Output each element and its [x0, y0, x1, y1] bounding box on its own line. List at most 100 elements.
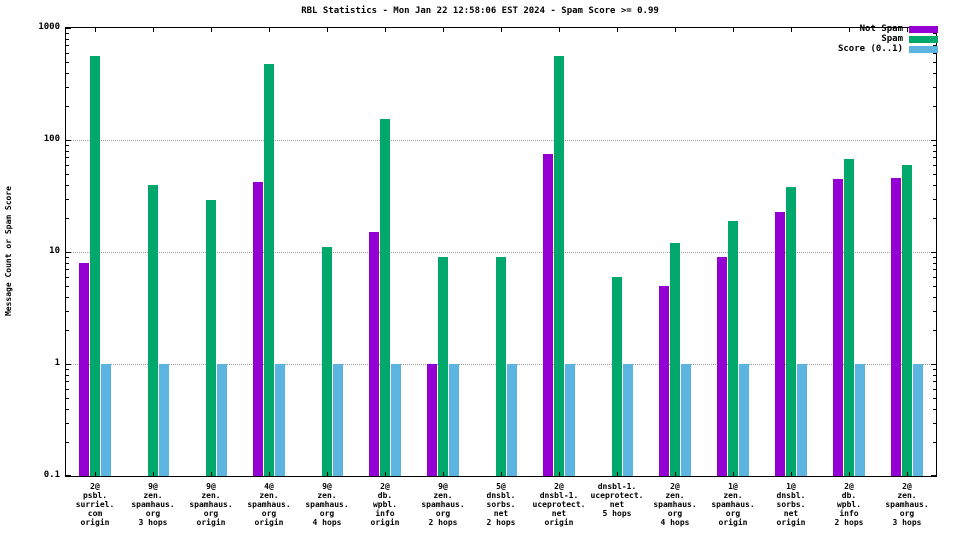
gridline	[66, 252, 936, 253]
y-minor-tick	[66, 173, 69, 175]
bar-score-0-1-	[217, 364, 227, 476]
x-category-label-line: origin	[196, 518, 226, 527]
y-minor-tick	[933, 157, 936, 159]
y-minor-tick	[66, 38, 69, 40]
x-category-label-line: zen.	[723, 491, 743, 500]
y-minor-tick	[933, 257, 936, 259]
y-minor-tick	[933, 397, 936, 399]
x-category-label: 9@ zen. spamhaus. org origin	[182, 482, 240, 527]
y-minor-tick	[66, 296, 69, 298]
legend-label: Score (0..1)	[837, 44, 903, 54]
y-minor-tick	[66, 388, 69, 390]
x-tick-mirror	[617, 28, 618, 32]
x-category-label-line: spamhaus.	[421, 500, 465, 509]
y-minor-tick	[66, 269, 69, 271]
x-tick	[675, 472, 676, 476]
y-minor-tick	[66, 381, 69, 383]
x-category-label-line: spamhaus.	[711, 500, 755, 509]
x-category-label: 2@ dnsbl-1. uceprotect. net origin	[530, 482, 588, 527]
y-minor-tick	[66, 374, 69, 376]
x-category-label-line: psbl.	[82, 491, 108, 500]
bar-not-spam	[775, 211, 785, 476]
x-category-label-line: 2 hops	[834, 518, 864, 527]
x-category-label-line: 2@	[844, 482, 854, 491]
y-tick-label: 100	[43, 134, 60, 144]
bar-not-spam	[369, 232, 379, 476]
y-major-tick	[66, 475, 71, 476]
y-minor-tick	[66, 442, 69, 444]
x-category-label-line: 5 hops	[602, 509, 632, 518]
y-minor-tick	[66, 257, 69, 259]
y-tick-label: 0.1	[43, 470, 60, 480]
x-category-label: 2@ zen. spamhaus. org 4 hops	[646, 482, 704, 527]
x-tick	[443, 472, 444, 476]
bar-score-0-1-	[449, 364, 459, 476]
x-tick	[153, 472, 154, 476]
x-category-label-line: org	[435, 509, 451, 518]
y-major-tick	[931, 475, 936, 476]
x-category-label-line: com	[87, 509, 103, 518]
bar-score-0-1-	[101, 364, 111, 476]
x-category-label-line: origin	[80, 518, 110, 527]
y-minor-tick	[933, 276, 936, 278]
y-minor-tick	[66, 198, 69, 200]
x-category-label: 1@ zen. spamhaus. org origin	[704, 482, 762, 527]
x-category-label: 2@ psbl. surriel. com origin	[66, 482, 124, 527]
x-category-label: 2@ db. wpbl. info 2 hops	[820, 482, 878, 527]
bar-spam	[90, 56, 100, 476]
y-minor-tick	[933, 408, 936, 410]
x-tick-mirror	[443, 28, 444, 32]
y-minor-tick	[933, 269, 936, 271]
y-minor-tick	[66, 276, 69, 278]
x-category-label-line: net	[609, 500, 625, 509]
chart-title: RBL Statistics - Mon Jan 22 12:58:06 EST…	[301, 6, 659, 16]
x-tick	[385, 472, 386, 476]
y-minor-tick	[66, 262, 69, 264]
x-tick-mirror	[385, 28, 386, 32]
x-category-label-line: dnsbl-1.	[539, 491, 579, 500]
x-category-label-line: org	[319, 509, 335, 518]
bar-score-0-1-	[275, 364, 285, 476]
legend-row: Score (0..1)	[837, 44, 938, 54]
y-minor-tick	[66, 52, 69, 54]
bar-not-spam	[659, 285, 669, 476]
y-major-tick	[66, 364, 71, 365]
x-category-label-line: uceprotect.	[590, 491, 644, 500]
legend-row: Spam	[881, 35, 938, 44]
x-tick	[95, 472, 96, 476]
x-category-label-line: origin	[718, 518, 748, 527]
x-category-label-line: 2 hops	[428, 518, 458, 527]
x-category-label-line: wpbl.	[372, 500, 398, 509]
x-category-label-line: 2@	[902, 482, 912, 491]
x-axis-labels: 2@ psbl. surriel. com origin 9@ zen. spamhaus. o…	[65, 482, 937, 534]
x-category-label: 2@ db. wpbl. info origin	[356, 482, 414, 527]
bar-score-0-1-	[681, 364, 691, 476]
legend-label: Not Spam	[859, 24, 903, 34]
y-major-tick	[931, 252, 936, 253]
y-axis-labels: 0.1 1 10 100 1000	[0, 22, 60, 480]
y-minor-tick	[933, 285, 936, 287]
y-minor-tick	[66, 45, 69, 47]
bar-score-0-1-	[333, 364, 343, 476]
x-category-label-line: spamhaus.	[189, 500, 233, 509]
y-minor-tick	[66, 184, 69, 186]
x-category-label-line: 5@	[496, 482, 506, 491]
x-category-label-line: zen.	[433, 491, 453, 500]
bar-score-0-1-	[391, 364, 401, 476]
x-category-label-line: 2@	[670, 482, 680, 491]
legend: Not Spam Spam Score (0..1)	[837, 24, 938, 54]
bar-not-spam	[79, 262, 89, 476]
x-tick	[211, 472, 212, 476]
x-tick-mirror	[211, 28, 212, 32]
y-minor-tick	[66, 145, 69, 147]
x-category-label-line: sorbs.	[776, 500, 806, 509]
x-category-label-line: 2@	[90, 482, 100, 491]
y-minor-tick	[66, 422, 69, 424]
x-category-label-line: net	[551, 509, 567, 518]
bar-score-0-1-	[565, 364, 575, 476]
y-minor-tick	[66, 106, 69, 108]
y-major-tick	[66, 252, 71, 253]
x-category-label-line: origin	[544, 518, 574, 527]
y-tick-label: 1000	[38, 22, 60, 32]
y-minor-tick	[933, 330, 936, 332]
